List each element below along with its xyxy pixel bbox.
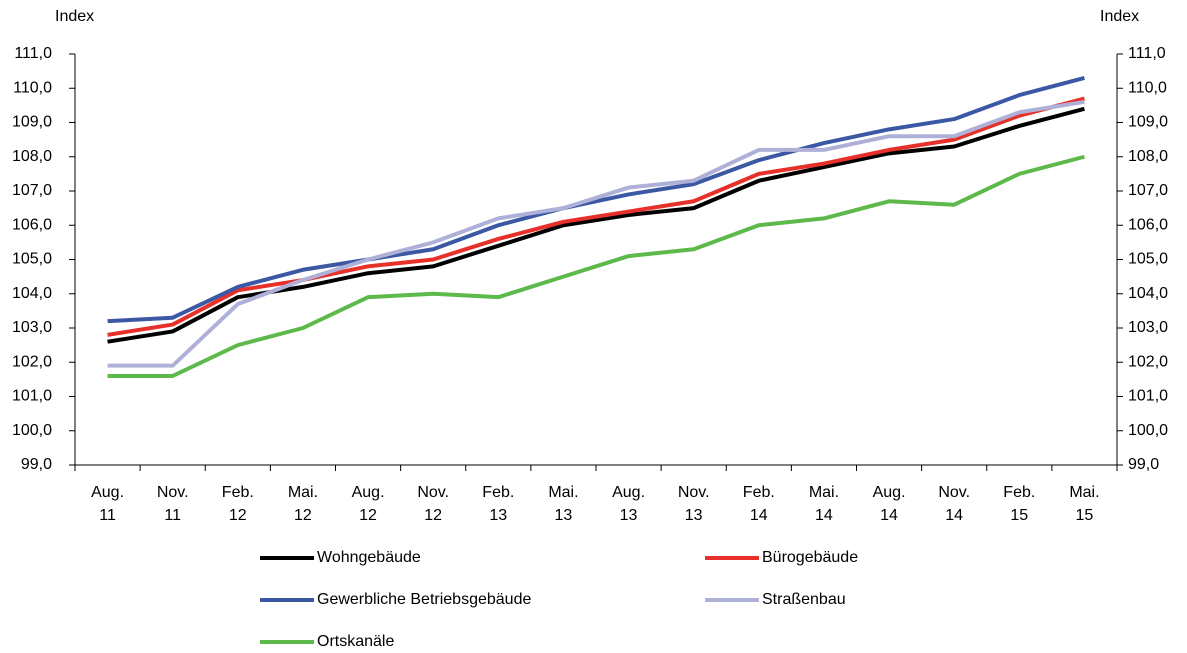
y-tick-label: 105,0	[12, 251, 52, 268]
y-tick-label: 109,0	[12, 114, 52, 131]
y2-tick-label: 101,0	[1128, 388, 1168, 405]
x-tick-label: Aug. 13	[612, 484, 645, 524]
legend-label: Bürogebäude	[762, 549, 858, 566]
y-tick-label: 101,0	[12, 388, 52, 405]
series-line	[107, 154, 1085, 378]
y2-tick-label: 110,0	[1128, 79, 1167, 96]
y-tick-label: 102,0	[12, 353, 52, 370]
legend-label: Gewerbliche Betriebsgebäude	[317, 591, 531, 608]
series-line	[107, 76, 1085, 324]
x-tick-label: Mai. 13	[548, 484, 578, 524]
y-tick-label: 106,0	[12, 216, 52, 233]
y2-tick-label: 105,0	[1128, 251, 1168, 268]
x-tick-label: Nov. 11	[157, 484, 189, 524]
x-tick-label: Feb. 15	[1003, 484, 1035, 524]
y2-tick-label: 104,0	[1128, 285, 1168, 302]
x-tick-label: Mai. 14	[809, 484, 839, 524]
x-tick-label: Aug. 12	[352, 484, 385, 524]
series-line	[107, 99, 1085, 368]
series-line	[107, 96, 1085, 337]
x-tick-label: Aug. 11	[91, 484, 124, 524]
y2-tick-label: 102,0	[1128, 353, 1168, 370]
x-tick-label: Feb. 12	[222, 484, 254, 524]
x-tick-label: Nov. 12	[417, 484, 449, 524]
y-axis-label: Index	[55, 8, 94, 25]
y-tick-label: 104,0	[12, 285, 52, 302]
y-tick-label: 107,0	[12, 182, 52, 199]
y2-tick-label: 106,0	[1128, 216, 1168, 233]
x-tick-label: Mai. 15	[1069, 484, 1099, 524]
y-tick-label: 100,0	[12, 422, 52, 439]
y-tick-label: 110,0	[13, 79, 52, 96]
y2-tick-label: 108,0	[1128, 148, 1168, 165]
x-tick-label: Aug. 14	[873, 484, 906, 524]
y2-tick-label: 103,0	[1128, 319, 1168, 336]
legend-label: Wohngebäude	[317, 549, 421, 566]
y-tick-label: 103,0	[12, 319, 52, 336]
x-tick-label: Feb. 14	[743, 484, 775, 524]
x-tick-label: Mai. 12	[288, 484, 318, 524]
x-tick-label: Nov. 14	[938, 484, 970, 524]
legend-label: Ortskanäle	[317, 633, 394, 650]
legend-label: Straßenbau	[762, 591, 846, 608]
y2-axis-label: Index	[1100, 8, 1139, 25]
x-tick-label: Nov. 13	[678, 484, 710, 524]
y-tick-label: 108,0	[12, 148, 52, 165]
x-tick-label: Feb. 13	[482, 484, 514, 524]
y-tick-label: 99,0	[21, 456, 52, 473]
y2-tick-label: 109,0	[1128, 114, 1168, 131]
y-tick-label: 111,0	[14, 45, 52, 62]
y2-tick-label: 100,0	[1128, 422, 1168, 439]
y2-tick-label: 107,0	[1128, 182, 1168, 199]
y2-tick-label: 99,0	[1128, 456, 1159, 473]
y2-tick-label: 111,0	[1128, 45, 1166, 62]
